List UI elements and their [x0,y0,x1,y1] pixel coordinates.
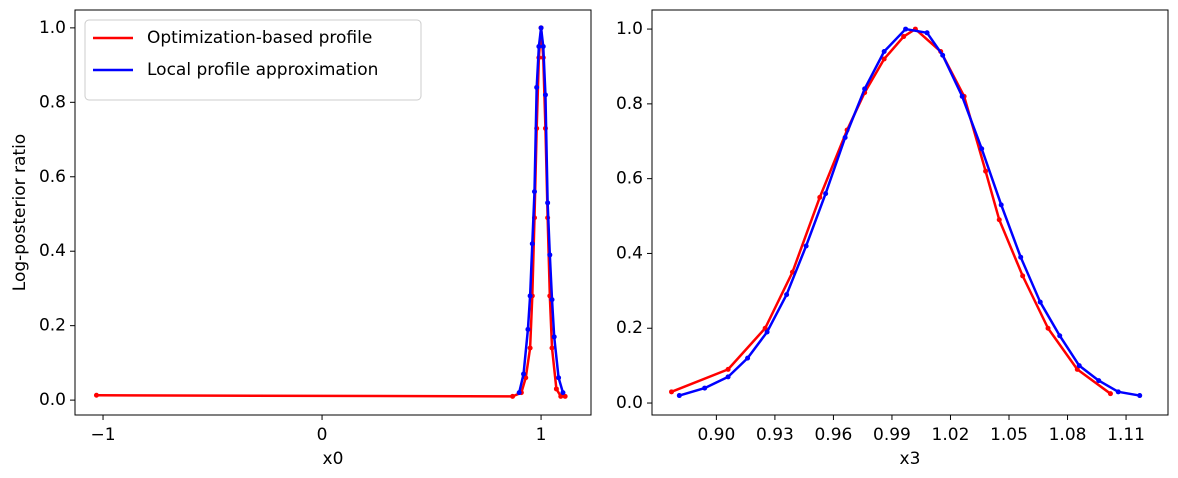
line [678,27,1140,397]
point [525,326,531,332]
point [549,345,555,351]
point [540,43,546,49]
point [789,269,795,275]
point [1115,389,1121,395]
y-axis-label: Log-posterior ratio [10,134,30,291]
point [536,43,542,49]
point [562,393,568,399]
point [676,393,682,399]
point [529,241,535,247]
point [823,191,829,197]
point [924,30,930,36]
y-tick-label: 0.8 [616,94,643,114]
point [862,86,868,92]
point [1020,273,1026,279]
x-tick-label: 0.96 [814,425,852,445]
point [560,390,566,396]
point [903,26,909,32]
point [531,189,537,195]
point [542,92,548,98]
x-tick-label: 1.11 [1107,425,1145,445]
point [547,252,553,258]
point [983,168,989,174]
x-tick-label: 0.90 [697,425,735,445]
point [1107,391,1113,397]
point [1076,363,1082,369]
y-tick-label: 0.2 [616,318,643,338]
point [516,390,522,396]
point [534,84,540,90]
y-tick-label: 0.6 [39,167,66,187]
point [784,292,790,298]
x-tick-label: 0.99 [873,425,911,445]
y-tick-label: 0.4 [39,241,66,261]
point [1057,333,1063,339]
point [842,135,848,141]
axes-frame [74,9,592,416]
point [558,393,564,399]
y-tick-label: 0.0 [39,390,66,410]
point [521,371,527,377]
legend-frame [84,19,422,101]
point [545,200,551,206]
point [510,393,516,399]
point [1037,299,1043,305]
point [1074,366,1080,372]
x-axis-label: x3 [900,449,921,469]
legend-label: Local profile approximation [147,60,378,80]
point [881,49,887,55]
point [556,375,562,381]
point [523,375,529,381]
point [1096,378,1102,384]
point [669,389,675,395]
point [538,25,544,31]
point [817,194,823,200]
point [725,374,731,380]
x-tick-label: 1.05 [990,425,1028,445]
point [803,243,809,249]
point [764,329,770,335]
x-tick-label: 1.02 [932,425,970,445]
y-tick-label: 1.0 [39,18,66,38]
point [979,146,985,152]
point [549,297,555,303]
x-tick-label: 1.08 [1049,425,1087,445]
x-tick-label: 1 [536,425,547,445]
point [1018,254,1024,260]
y-tick-label: 0.8 [39,92,66,112]
x-tick-label: 0 [317,425,328,445]
legend-label: Optimization-based profile [147,28,372,48]
y-tick-label: 0.0 [616,393,643,413]
point [527,345,533,351]
point [901,34,907,40]
point [959,93,965,99]
point [996,217,1002,223]
x-tick-label: 0.93 [756,425,794,445]
point [940,52,946,58]
y-tick-label: 1.0 [616,19,643,39]
point [93,392,99,398]
x-axis-label: x0 [323,449,344,469]
point [762,325,768,331]
axes-frame [651,9,1169,416]
y-tick-label: 0.6 [616,169,643,189]
line [671,27,1112,395]
point [725,366,731,372]
point [553,386,559,392]
point [1045,325,1051,331]
point [998,202,1004,208]
y-tick-label: 0.4 [616,243,643,263]
point [702,385,708,391]
point [745,355,751,361]
x-tick-label: −1 [91,425,116,445]
y-tick-label: 0.2 [39,316,66,336]
point [551,334,557,340]
point [527,293,533,299]
point [1137,393,1143,399]
point [881,56,887,62]
